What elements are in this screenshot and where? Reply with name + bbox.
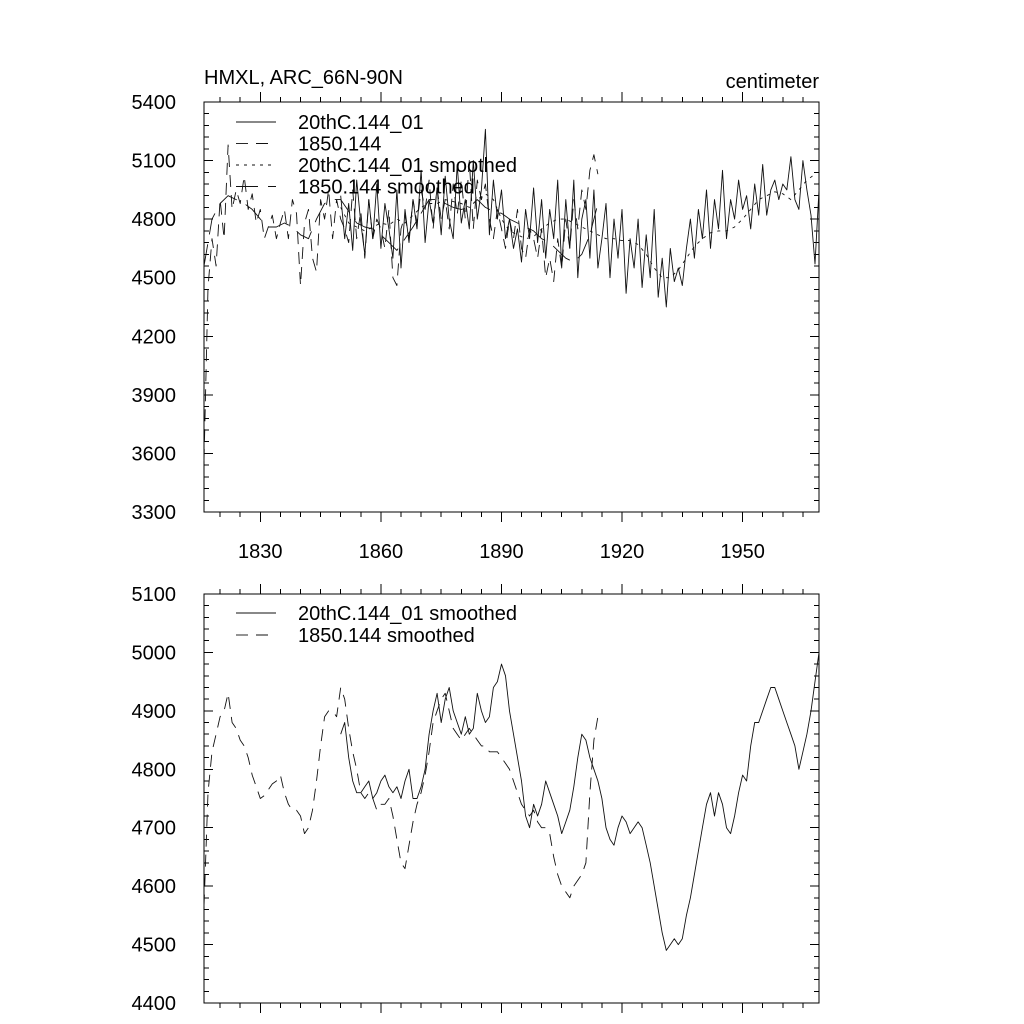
y-tick-label: 4800 bbox=[132, 759, 177, 781]
y-tick-label: 4700 bbox=[132, 818, 177, 840]
y-tick-label: 5100 bbox=[132, 151, 177, 173]
legend-label: 1850.144 smoothed bbox=[298, 625, 475, 647]
y-tick-label: 4500 bbox=[132, 268, 177, 290]
series-line-20thc-144-01-smoothed bbox=[340, 652, 820, 951]
x-tick-label: 1860 bbox=[359, 541, 404, 563]
x-tick-label: 1950 bbox=[720, 541, 765, 563]
y-tick-label: 4200 bbox=[132, 326, 177, 348]
series-line-20thc-144-01 bbox=[340, 128, 820, 308]
series-line-20thc-144-01-smoothed bbox=[340, 173, 816, 279]
y-tick-label: 3900 bbox=[132, 385, 177, 407]
legend-label: 20thC.144_01 smoothed bbox=[298, 155, 517, 177]
y-tick-label: 3300 bbox=[132, 502, 177, 524]
plot-frame bbox=[203, 593, 820, 1004]
y-tick-label: 5400 bbox=[132, 92, 177, 114]
x-tick-label: 1830 bbox=[238, 541, 283, 563]
legend-label: 1850.144 smoothed bbox=[298, 177, 475, 199]
series-line-1850-144 bbox=[203, 144, 599, 462]
y-tick-label: 4600 bbox=[132, 876, 177, 898]
series-line-1850-144-smoothed bbox=[203, 687, 599, 907]
legend-label: 20thC.144_01 bbox=[298, 112, 424, 134]
chart-title: HMXL, ARC_66N-90N bbox=[204, 67, 403, 89]
y-tick-label: 5000 bbox=[132, 642, 177, 664]
top-panel: 3300 3600 3900 4200 4500 4800 5100 5400 1830 1860… bbox=[132, 92, 820, 563]
legend-label: 20thC.144_01 smoothed bbox=[298, 603, 517, 625]
x-tick-label: 1890 bbox=[479, 541, 524, 563]
legend-label: 1850.144 bbox=[298, 134, 381, 156]
y-tick-label: 4900 bbox=[132, 701, 177, 723]
y-tick-label: 4800 bbox=[132, 209, 177, 231]
y-tick-label: 3600 bbox=[132, 443, 177, 465]
y-tick-label: 5100 bbox=[132, 584, 177, 606]
plot-frame bbox=[203, 101, 820, 513]
y-tick-label: 4400 bbox=[132, 993, 177, 1015]
series-line-1850-144-smoothed bbox=[203, 195, 599, 267]
x-tick-label: 1920 bbox=[600, 541, 645, 563]
bottom-panel: 4400 4500 4600 4700 4800 4900 5000 5100 20thC.14… bbox=[132, 584, 820, 1015]
units-label: centimeter bbox=[726, 71, 820, 93]
y-tick-label: 4500 bbox=[132, 935, 177, 957]
